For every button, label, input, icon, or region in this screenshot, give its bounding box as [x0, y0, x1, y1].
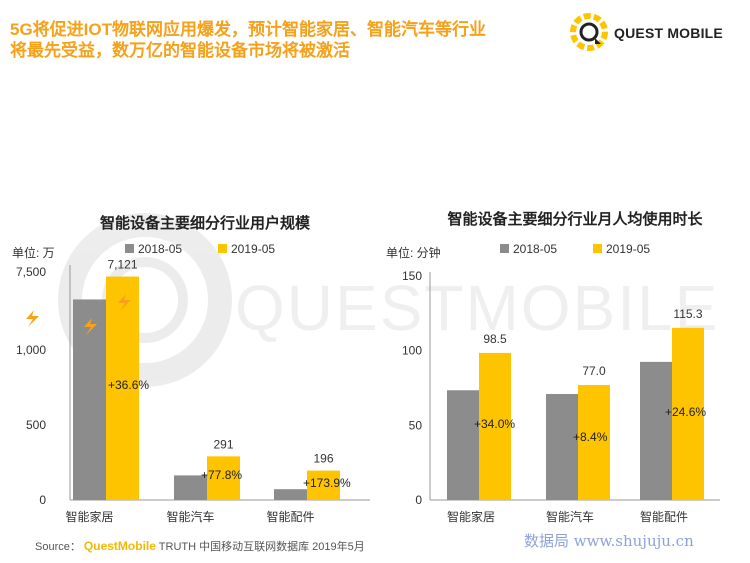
- site-watermark: 数据局 www.shujuju.cn: [524, 532, 694, 550]
- source-line: Source： QuestMobile TRUTH 中国移动互联网数据库 201…: [35, 538, 365, 554]
- right-y-tick-label: 150: [402, 269, 422, 283]
- right-legend-swatch: [500, 244, 509, 253]
- right-y-tick-label: 100: [402, 344, 422, 358]
- right-value-label: 98.5: [483, 332, 507, 346]
- quest-mobile-logo: QUEST MOBILE: [569, 12, 739, 52]
- left-growth-label: +36.6%: [108, 378, 149, 392]
- right-growth-label: +34.0%: [474, 417, 515, 431]
- left-bar-2019: [307, 470, 340, 500]
- left-value-label: 291: [213, 437, 233, 451]
- left-legend-label: 2018-05: [138, 242, 182, 256]
- left-y-tick-label: 500: [26, 418, 46, 432]
- left-bar-2018: [73, 299, 106, 500]
- right-bar-2018: [640, 361, 672, 500]
- axis-break-bolt-icon: [118, 294, 131, 311]
- right-legend-label: 2018-05: [513, 242, 557, 256]
- headline-line-1: 5G将促进IOT物联网应用爆发，预计智能家居、智能汽车等行业: [10, 20, 487, 39]
- left-value-label: 7,121: [107, 258, 137, 272]
- right-unit-label: 单位: 分钟: [386, 245, 441, 260]
- right-category-label: 智能配件: [640, 509, 688, 524]
- right-category-label: 智能汽车: [546, 509, 594, 524]
- left-category-label: 智能汽车: [166, 509, 214, 524]
- axis-break-bolt-icon: [26, 310, 39, 327]
- right-bar-2018: [447, 390, 479, 500]
- right-growth-label: +8.4%: [573, 430, 608, 444]
- left-unit-label: 单位: 万: [12, 245, 55, 260]
- right-value-label: 77.0: [582, 364, 606, 378]
- headline: 5G将促进IOT物联网应用爆发，预计智能家居、智能汽车等行业 将最先受益，数万亿…: [10, 19, 570, 61]
- left-bar-2018: [274, 489, 307, 500]
- axis-break-bolt-icon: [84, 318, 97, 335]
- right-value-label: 115.3: [673, 307, 702, 321]
- right-growth-label: +24.6%: [665, 405, 706, 419]
- headline-line-2: 将最先受益，数万亿的智能设备市场将被激活: [10, 41, 350, 60]
- left-bar-2019: [106, 276, 139, 500]
- right-bar-2019: [578, 385, 610, 500]
- source-rest: TRUTH 中国移动互联网数据库 2019年5月: [158, 541, 365, 553]
- left-legend-swatch: [125, 244, 134, 253]
- right-bar-2019: [479, 352, 511, 500]
- right-legend-swatch: [593, 244, 602, 253]
- right-category-label: 智能家居: [447, 509, 495, 524]
- left-value-label: 196: [313, 452, 333, 466]
- left-growth-label: +173.9%: [303, 476, 351, 490]
- right-legend-label: 2019-05: [606, 242, 650, 256]
- left-legend-swatch: [218, 244, 227, 253]
- logo-text: QUEST MOBILE: [614, 25, 723, 41]
- left-category-label: 智能家居: [65, 509, 113, 524]
- left-chart-title: 智能设备主要细分行业用户规模: [100, 214, 311, 232]
- left-y-tick-label: 0: [39, 493, 46, 507]
- right-chart-title: 智能设备主要细分行业月人均使用时长: [447, 210, 703, 228]
- right-bar-2019: [672, 327, 704, 500]
- left-y-tick-label: 1,000: [16, 343, 46, 357]
- logo-mark-icon: [570, 13, 608, 51]
- left-y-tick-label: 7,500: [16, 265, 46, 279]
- left-bar-2018: [174, 475, 207, 500]
- left-bar-2019: [207, 456, 240, 500]
- left-category-label: 智能配件: [266, 509, 314, 524]
- source-brand: QuestMobile: [83, 539, 156, 553]
- right-bar-2018: [546, 393, 578, 500]
- left-growth-label: +77.8%: [201, 468, 242, 482]
- source-prefix: Source：: [35, 541, 81, 553]
- right-y-tick-label: 0: [415, 493, 422, 507]
- left-legend-label: 2019-05: [231, 242, 275, 256]
- right-y-tick-label: 50: [409, 418, 423, 432]
